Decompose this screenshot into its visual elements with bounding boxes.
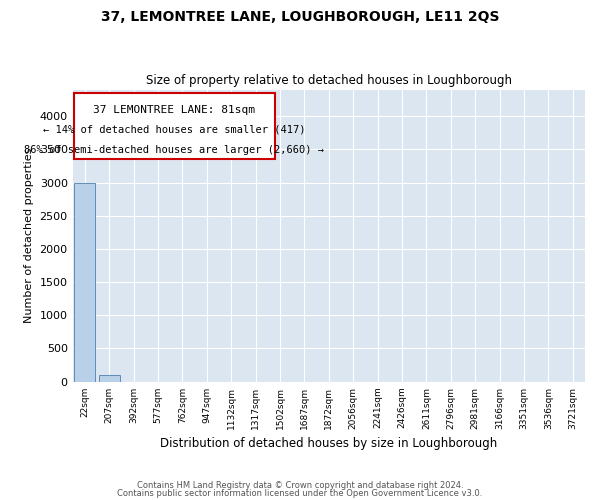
Bar: [74, 93, 275, 158]
Text: 86% of semi-detached houses are larger (2,660) →: 86% of semi-detached houses are larger (…: [25, 144, 325, 154]
Y-axis label: Number of detached properties: Number of detached properties: [24, 148, 34, 324]
Text: ← 14% of detached houses are smaller (417): ← 14% of detached houses are smaller (41…: [43, 124, 305, 134]
Text: 37 LEMONTREE LANE: 81sqm: 37 LEMONTREE LANE: 81sqm: [94, 105, 256, 115]
Bar: [74, 182, 95, 382]
Text: Contains HM Land Registry data © Crown copyright and database right 2024.: Contains HM Land Registry data © Crown c…: [137, 481, 463, 490]
Text: 37, LEMONTREE LANE, LOUGHBOROUGH, LE11 2QS: 37, LEMONTREE LANE, LOUGHBOROUGH, LE11 2…: [101, 10, 499, 24]
Text: Contains public sector information licensed under the Open Government Licence v3: Contains public sector information licen…: [118, 488, 482, 498]
X-axis label: Distribution of detached houses by size in Loughborough: Distribution of detached houses by size …: [160, 437, 497, 450]
Title: Size of property relative to detached houses in Loughborough: Size of property relative to detached ho…: [146, 74, 512, 87]
Bar: [99, 375, 119, 382]
